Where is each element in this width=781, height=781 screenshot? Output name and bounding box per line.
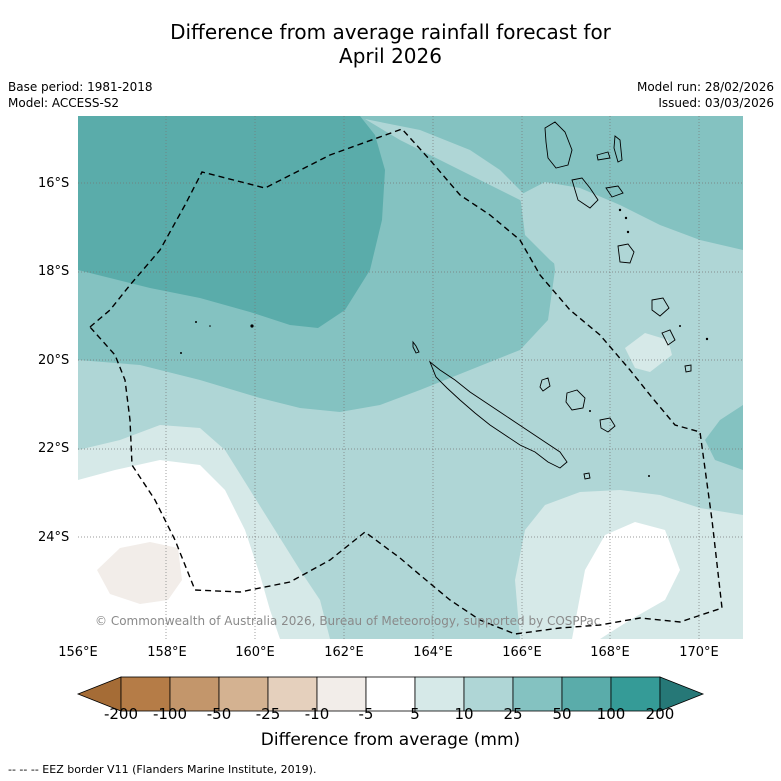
colorbar-segment-2 bbox=[218, 676, 269, 712]
colorbar-label: -200 bbox=[103, 705, 139, 723]
pentecost bbox=[613, 135, 623, 163]
colorbar-label: 100 bbox=[596, 705, 626, 723]
malekula bbox=[571, 177, 599, 209]
lon-label-158e: 158°E bbox=[147, 645, 187, 660]
lat-label-22s: 22°S bbox=[38, 441, 70, 456]
gridlines bbox=[78, 116, 743, 639]
ouvea bbox=[539, 377, 551, 392]
model-name: Model: ACCESS-S2 bbox=[8, 96, 120, 110]
lat-label-16s: 16°S bbox=[38, 176, 70, 191]
band-neutral-east bbox=[572, 522, 680, 639]
lon-label-160e: 160°E bbox=[235, 645, 275, 660]
colorbar-label: 5 bbox=[410, 705, 420, 723]
isle-of-pines bbox=[583, 472, 591, 480]
lifou bbox=[565, 389, 586, 411]
map-fill-layer bbox=[78, 116, 743, 639]
small-islands bbox=[180, 208, 709, 477]
lon-label-166e: 166°E bbox=[502, 645, 542, 660]
colorbar-label: 25 bbox=[503, 705, 523, 723]
lon-label-170e: 170°E bbox=[679, 645, 719, 660]
map-title-line2: April 2026 bbox=[339, 44, 442, 68]
mare bbox=[599, 417, 616, 433]
colorbar-extend-high bbox=[659, 676, 705, 712]
lat-label-18s: 18°S bbox=[38, 264, 70, 279]
tanna bbox=[661, 329, 676, 346]
map-title-line1: Difference from average rainfall forecas… bbox=[170, 20, 611, 44]
espiritu-santo bbox=[544, 121, 573, 169]
colorbar-label: -5 bbox=[358, 705, 374, 723]
colorbar-label: -100 bbox=[152, 705, 188, 723]
colorbar-label: 200 bbox=[645, 705, 675, 723]
ambrym bbox=[605, 185, 624, 198]
lon-label-156e: 156°E bbox=[58, 645, 98, 660]
colorbar-segment-1 bbox=[169, 676, 220, 712]
new-caledonia bbox=[428, 360, 568, 469]
aneityum bbox=[684, 364, 692, 373]
lon-label-168e: 168°E bbox=[590, 645, 630, 660]
eez-footnote: -- -- -- EEZ border V11 (Flanders Marine… bbox=[8, 763, 317, 776]
lat-label-20s: 20°S bbox=[38, 353, 70, 368]
band-5-10-patch bbox=[625, 333, 672, 372]
lon-label-162e: 162°E bbox=[324, 645, 364, 660]
erromango bbox=[651, 297, 670, 317]
colorbar-label: 10 bbox=[454, 705, 474, 723]
colorbar-segment-3 bbox=[267, 676, 318, 712]
colorbar-segment-7 bbox=[463, 676, 514, 712]
colorbar-segment-4 bbox=[316, 676, 367, 712]
islands bbox=[412, 121, 692, 480]
colorbar-title: Difference from average (mm) bbox=[260, 730, 521, 750]
colorbar-segment-8 bbox=[512, 676, 563, 712]
colorbar-segment-9 bbox=[561, 676, 612, 712]
band-50-100 bbox=[78, 116, 385, 328]
band-minus10-minus5 bbox=[97, 542, 182, 604]
colorbar-segment-10 bbox=[610, 676, 661, 712]
colorbar-label: -10 bbox=[304, 705, 330, 723]
colorbar-label: -50 bbox=[206, 705, 232, 723]
colorbar-label: -25 bbox=[255, 705, 281, 723]
ambae bbox=[596, 151, 611, 161]
colorbar-segment-5 bbox=[365, 676, 416, 712]
eez-border bbox=[89, 128, 723, 635]
band-25-50-east bbox=[705, 405, 743, 470]
lon-label-164e: 164°E bbox=[413, 645, 453, 660]
lat-label-24s: 24°S bbox=[38, 530, 70, 545]
belep-islands bbox=[412, 340, 420, 354]
copyright-credit: © Commonwealth of Australia 2026, Bureau… bbox=[95, 614, 601, 628]
band-5-10-north bbox=[520, 182, 743, 410]
base-period: Base period: 1981-2018 bbox=[8, 80, 153, 94]
colorbar bbox=[76, 676, 705, 712]
model-run: Model run: 28/02/2026 bbox=[636, 80, 774, 94]
issued-date: Issued: 03/03/2026 bbox=[658, 96, 774, 110]
efate bbox=[617, 243, 635, 264]
colorbar-label: 50 bbox=[552, 705, 572, 723]
